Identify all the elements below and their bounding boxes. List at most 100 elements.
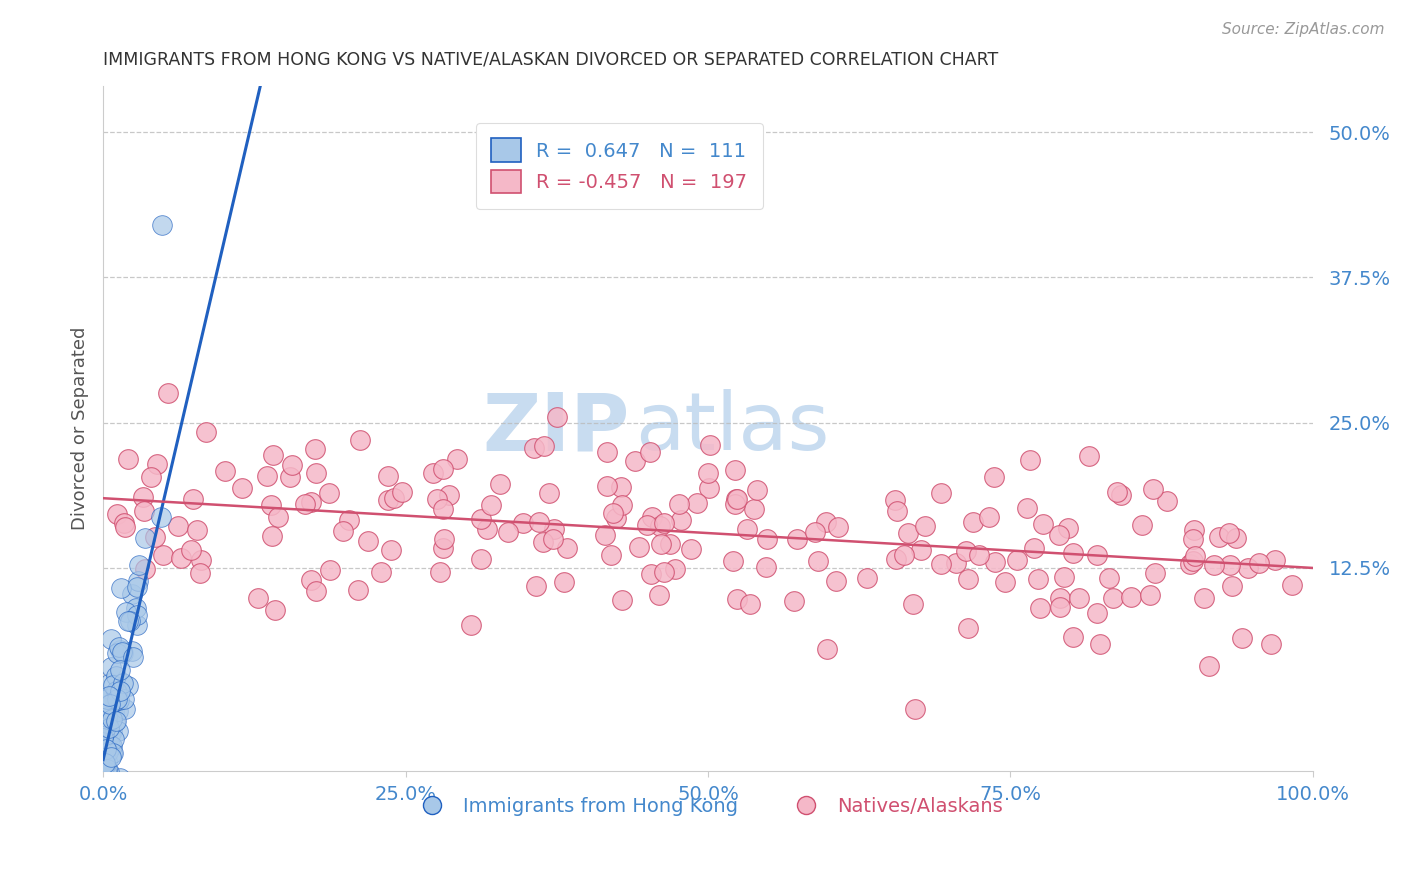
Point: [105, 691, 128, 706]
Point: [955, 543, 977, 558]
Point: [699, 438, 721, 452]
Point: [1219, 558, 1241, 572]
Point: [815, 515, 838, 529]
Point: [103, 705, 125, 719]
Point: [108, 692, 131, 706]
Point: [696, 466, 718, 480]
Point: [914, 519, 936, 533]
Point: [901, 597, 924, 611]
Point: [125, 617, 148, 632]
Point: [1182, 533, 1205, 547]
Legend: Immigrants from Hong Kong, Natives/Alaskans: Immigrants from Hong Kong, Natives/Alask…: [405, 789, 1011, 823]
Point: [699, 481, 721, 495]
Point: [377, 468, 399, 483]
Point: [167, 518, 190, 533]
Point: [489, 476, 512, 491]
Point: [735, 522, 758, 536]
Point: [1264, 552, 1286, 566]
Point: [93, 795, 115, 809]
Point: [93, 701, 115, 715]
Point: [281, 458, 304, 472]
Point: [1032, 516, 1054, 531]
Point: [134, 561, 156, 575]
Point: [783, 594, 806, 608]
Point: [93, 764, 115, 779]
Point: [1143, 566, 1166, 580]
Point: [432, 462, 454, 476]
Point: [1156, 493, 1178, 508]
Point: [100, 632, 122, 646]
Point: [1085, 606, 1108, 620]
Point: [1225, 531, 1247, 545]
Point: [546, 409, 568, 424]
Point: [1220, 579, 1243, 593]
Point: [247, 591, 270, 605]
Point: [101, 698, 124, 712]
Point: [533, 439, 555, 453]
Point: [432, 502, 454, 516]
Text: ZIP: ZIP: [482, 390, 630, 467]
Point: [260, 499, 283, 513]
Point: [256, 469, 278, 483]
Point: [107, 704, 129, 718]
Point: [91, 707, 114, 722]
Point: [121, 644, 143, 658]
Y-axis label: Divorced or Separated: Divorced or Separated: [72, 326, 89, 530]
Point: [98, 721, 121, 735]
Point: [380, 542, 402, 557]
Point: [141, 470, 163, 484]
Point: [460, 618, 482, 632]
Point: [349, 433, 371, 447]
Point: [93, 702, 115, 716]
Point: [904, 702, 927, 716]
Point: [104, 694, 127, 708]
Point: [600, 548, 623, 562]
Point: [93, 799, 115, 814]
Point: [652, 566, 675, 580]
Point: [104, 669, 127, 683]
Point: [94, 771, 117, 785]
Point: [100, 660, 122, 674]
Point: [1202, 558, 1225, 572]
Point: [605, 510, 627, 524]
Point: [738, 597, 761, 611]
Point: [432, 541, 454, 556]
Point: [98, 676, 121, 690]
Text: IMMIGRANTS FROM HONG KONG VS NATIVE/ALASKAN DIVORCED OR SEPARATED CORRELATION CH: IMMIGRANTS FROM HONG KONG VS NATIVE/ALAS…: [103, 51, 998, 69]
Point: [1067, 591, 1090, 606]
Point: [650, 537, 672, 551]
Point: [1178, 557, 1201, 571]
Point: [104, 714, 127, 728]
Point: [1062, 631, 1084, 645]
Point: [929, 485, 952, 500]
Point: [596, 479, 619, 493]
Point: [638, 445, 661, 459]
Point: [96, 716, 118, 731]
Point: [593, 528, 616, 542]
Point: [543, 533, 565, 547]
Point: [107, 685, 129, 699]
Point: [103, 731, 125, 746]
Point: [105, 507, 128, 521]
Point: [724, 463, 747, 477]
Point: [910, 542, 932, 557]
Point: [1194, 591, 1216, 605]
Point: [97, 702, 120, 716]
Point: [956, 621, 979, 635]
Point: [1049, 600, 1071, 615]
Point: [96, 692, 118, 706]
Point: [94, 758, 117, 772]
Point: [93, 698, 115, 712]
Point: [114, 702, 136, 716]
Point: [652, 516, 675, 530]
Point: [214, 464, 236, 478]
Point: [170, 551, 193, 566]
Point: [121, 587, 143, 601]
Point: [382, 491, 405, 506]
Point: [627, 540, 650, 554]
Point: [98, 738, 121, 752]
Point: [134, 532, 156, 546]
Point: [98, 764, 121, 779]
Point: [115, 605, 138, 619]
Point: [94, 773, 117, 788]
